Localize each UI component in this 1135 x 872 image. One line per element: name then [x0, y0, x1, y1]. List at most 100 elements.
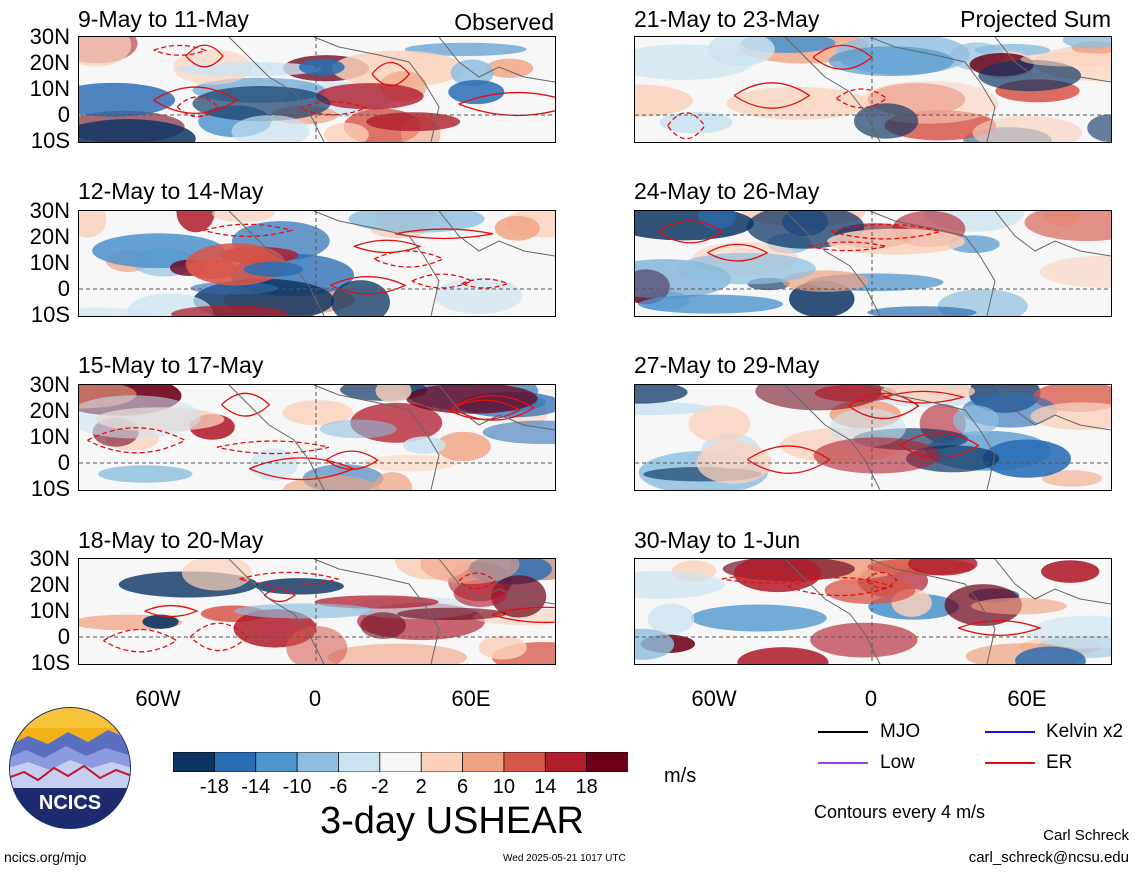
- lat-label: 10N: [29, 76, 70, 101]
- shear-anomaly-blob: [177, 62, 322, 77]
- lat-label: 10S: [30, 302, 70, 327]
- lon-label-left: 60W: [135, 686, 181, 711]
- shear-anomaly-blob: [450, 59, 494, 87]
- shear-anomaly-blob: [98, 465, 193, 483]
- shear-anomaly-blob: [323, 122, 369, 142]
- er-contour: [812, 44, 873, 70]
- shear-anomaly-blob: [824, 576, 916, 605]
- credit-email: carl_schreck@ncsu.edu: [968, 849, 1129, 866]
- colorbar-tick-label: -10: [282, 776, 312, 798]
- shear-field-3: [79, 385, 555, 490]
- colorbar-tick-label: 2: [415, 776, 427, 798]
- shear-anomaly-blob: [348, 211, 485, 233]
- colorbar-tick-label: -6: [329, 776, 348, 798]
- shear-anomaly-blob: [810, 622, 918, 658]
- shear-anomaly-blob: [373, 472, 413, 490]
- colorbar-swatch: [173, 752, 216, 772]
- lat-label: 10N: [29, 424, 70, 449]
- legend-line-er: [985, 762, 1035, 764]
- shear-anomaly-blob: [1062, 37, 1111, 49]
- shear-anomaly-blob: [187, 258, 238, 280]
- shear-anomaly-blob: [286, 626, 348, 664]
- colorbar-swatch: [586, 752, 628, 772]
- coastline: [228, 211, 555, 316]
- er-contour: [330, 276, 407, 295]
- lat-label: 0: [57, 624, 70, 649]
- shear-anomaly-blob: [397, 607, 507, 620]
- shear-anomaly-blob: [1024, 211, 1111, 242]
- map-panel-7: [634, 384, 1112, 491]
- er-contour: [787, 576, 894, 597]
- shear-anomaly-blob: [1039, 255, 1111, 288]
- legend-line-mjo: [818, 731, 868, 733]
- lat-label: 0: [57, 450, 70, 475]
- er-contour: [353, 239, 422, 254]
- lat-label: 10S: [30, 128, 70, 153]
- map-panel-5: [634, 36, 1112, 143]
- site-url: ncics.org/mjo: [4, 849, 87, 865]
- shear-anomaly-blob: [404, 42, 527, 56]
- shear-anomaly-blob: [828, 46, 954, 77]
- er-contour: [733, 82, 811, 109]
- shear-anomaly-blob: [635, 84, 693, 117]
- colorbar: [173, 752, 628, 772]
- shear-anomaly-blob: [827, 228, 965, 255]
- shear-anomaly-blob: [733, 559, 822, 593]
- shear-anomaly-blob: [688, 405, 751, 443]
- shear-anomaly-blob: [176, 211, 215, 233]
- map-panel-8: [634, 558, 1112, 665]
- shear-anomaly-blob: [448, 79, 505, 105]
- lon-label-right: 60W: [691, 686, 737, 711]
- panel-title-8: 30-May to 1-Jun: [634, 527, 801, 553]
- shear-anomaly-blob: [190, 281, 278, 295]
- er-contour: [461, 278, 510, 289]
- er-contour: [371, 61, 411, 87]
- er-contour: [836, 88, 888, 109]
- colorbar-tick-label: -2: [370, 776, 389, 798]
- shear-anomaly-blob: [638, 294, 784, 314]
- shear-anomaly-blob: [726, 86, 870, 120]
- shear-anomaly-blob: [142, 614, 179, 629]
- shear-anomaly-blob: [1015, 646, 1086, 664]
- er-contour: [657, 220, 724, 244]
- shear-anomaly-blob: [434, 277, 523, 315]
- shear-anomaly-blob: [282, 400, 354, 426]
- map-panel-1: [78, 36, 556, 143]
- lon-label-left: 0: [308, 686, 322, 711]
- logo-text: NCICS: [39, 792, 101, 814]
- colorbar-tick-label: 6: [456, 776, 469, 798]
- colorbar-tick-label: 14: [534, 776, 557, 798]
- er-contour: [239, 571, 341, 587]
- ncics-logo: NCICS: [8, 706, 132, 835]
- coastline: [228, 37, 555, 142]
- shear-anomaly-blob: [453, 579, 508, 608]
- shear-anomaly-blob: [908, 559, 978, 576]
- shear-anomaly-blob: [867, 306, 977, 316]
- shear-field-1: [79, 37, 555, 142]
- er-contour: [491, 606, 555, 624]
- lat-label: 10S: [30, 650, 70, 675]
- lat-label: 30N: [29, 372, 70, 397]
- shear-anomaly-blob: [182, 559, 253, 591]
- shear-anomaly-blob: [635, 44, 754, 80]
- panel-title-6: 24-May to 26-May: [634, 178, 820, 204]
- colorbar-swatch: [544, 752, 588, 772]
- shear-anomaly-blob: [1041, 470, 1103, 487]
- shear-anomaly-blob: [982, 439, 1072, 478]
- er-contour: [747, 445, 831, 474]
- shear-anomaly-blob: [952, 405, 1000, 436]
- legend-label-mjo: MJO: [880, 721, 921, 742]
- er-contour: [451, 395, 536, 421]
- shear-anomaly-blob: [853, 103, 919, 139]
- er-contour: [216, 440, 330, 455]
- lat-label: 10N: [29, 598, 70, 623]
- shear-anomaly-blob: [972, 115, 1083, 142]
- shear-anomaly-blob: [375, 385, 412, 403]
- er-contour: [899, 432, 980, 459]
- colorbar-tick-label: 10: [492, 776, 516, 798]
- er-contour: [373, 250, 445, 268]
- panel-tag-projected: Projected Sum: [960, 6, 1111, 32]
- colorbar-swatch: [255, 752, 298, 772]
- shear-anomaly-blob: [211, 211, 275, 223]
- credit-name: Carl Schreck: [1043, 827, 1129, 844]
